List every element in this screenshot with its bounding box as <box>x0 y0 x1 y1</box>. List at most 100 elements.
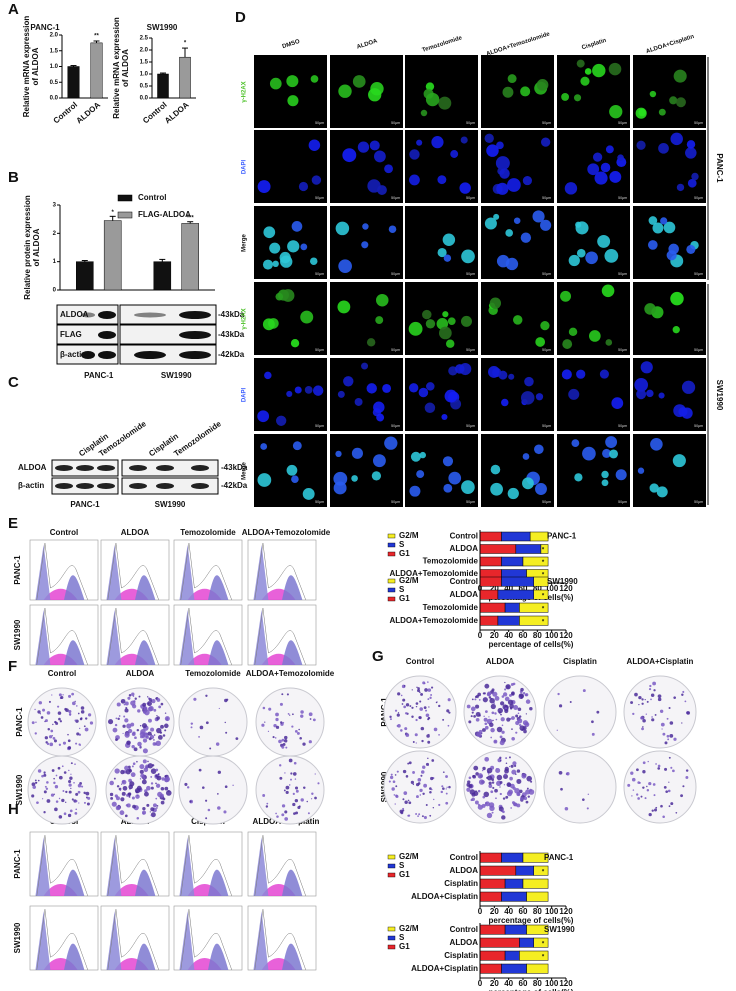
cell-nucleus <box>576 59 585 68</box>
colony <box>394 803 396 805</box>
colony <box>501 724 504 727</box>
colony <box>54 721 56 723</box>
microscopy-image <box>330 282 403 355</box>
colony <box>34 732 37 735</box>
chart-title: SW1990 <box>544 925 575 934</box>
y-tick-label: 2.5 <box>140 36 149 42</box>
colony <box>632 712 635 716</box>
colony <box>264 721 266 723</box>
column-label: Cisplatin <box>581 38 607 52</box>
colony <box>430 776 434 781</box>
cell-nucleus <box>669 96 678 105</box>
colony <box>410 780 414 784</box>
legend-swatch <box>387 935 396 941</box>
blot-band <box>97 465 115 471</box>
cell-nucleus <box>292 441 302 451</box>
colony <box>140 773 145 778</box>
colony <box>404 727 408 731</box>
colony <box>128 694 132 697</box>
cell-nucleus <box>445 339 455 348</box>
colony <box>556 729 558 731</box>
colony <box>651 716 653 718</box>
colony <box>427 757 429 760</box>
colony <box>511 692 515 696</box>
cell-nucleus <box>501 398 509 407</box>
histogram-g2 <box>135 575 156 600</box>
colony <box>156 804 159 807</box>
colony <box>152 803 157 808</box>
colony <box>487 773 490 775</box>
cell-nucleus <box>408 321 423 336</box>
colony <box>280 721 283 724</box>
colony <box>141 779 147 785</box>
colony <box>504 681 506 684</box>
colony <box>292 713 294 716</box>
x-tick-label: 80 <box>533 979 542 988</box>
histogram-g1 <box>35 544 51 600</box>
cell-nucleus <box>587 163 600 176</box>
cell-nucleus <box>338 259 352 273</box>
colony <box>416 795 419 799</box>
colony <box>627 783 631 787</box>
colony <box>665 790 669 794</box>
histogram-g1 <box>106 911 122 970</box>
colony <box>115 796 120 801</box>
colony <box>591 732 595 736</box>
histogram-fit <box>36 835 89 897</box>
colony <box>641 698 644 701</box>
colony <box>509 776 513 781</box>
colony <box>132 695 135 698</box>
scale-bar-label: 50μm <box>315 424 324 428</box>
colony <box>473 715 476 718</box>
colony <box>522 692 526 695</box>
colony <box>415 705 418 708</box>
cell-nucleus <box>592 63 606 78</box>
panel-letter: F <box>8 658 17 675</box>
colony <box>663 786 667 789</box>
cell-nucleus <box>333 481 347 495</box>
column-label: Control <box>50 528 78 537</box>
x-tick-label: Control <box>52 100 80 125</box>
cell-nucleus <box>441 413 448 421</box>
bar-segment <box>540 544 549 554</box>
cell-nucleus <box>499 168 510 179</box>
colony <box>147 731 152 736</box>
colony <box>190 722 194 725</box>
category-label: Control <box>450 925 478 934</box>
cell-nucleus <box>604 248 619 263</box>
colony <box>397 724 401 728</box>
chart-title: PANC-1 <box>547 532 577 541</box>
colony <box>186 786 190 789</box>
cell-nucleus <box>524 376 534 387</box>
colony <box>483 717 488 722</box>
colony <box>631 795 633 797</box>
bar-segment <box>519 602 549 613</box>
colony <box>235 737 239 741</box>
blot-band <box>55 465 73 471</box>
histogram-g1 <box>253 544 269 600</box>
colony <box>136 760 138 763</box>
colony <box>516 769 521 773</box>
colony <box>125 804 129 807</box>
colony <box>49 742 54 747</box>
colony <box>668 781 670 783</box>
x-tick-label: 120 <box>559 631 573 640</box>
colony <box>482 692 485 695</box>
bar-segment <box>504 602 520 613</box>
colony <box>232 784 234 787</box>
histogram-g2 <box>208 943 229 970</box>
blot-frame <box>119 304 217 325</box>
cell-nucleus <box>535 337 546 347</box>
colony <box>415 742 417 744</box>
colony <box>521 773 527 779</box>
cell-nucleus <box>343 376 354 387</box>
cell-nucleus <box>460 315 472 327</box>
colony <box>526 787 529 790</box>
histogram-fit <box>180 909 233 971</box>
scale-bar-label: 50μm <box>466 196 475 200</box>
cell-nucleus <box>286 390 293 397</box>
cell-nucleus <box>507 487 519 500</box>
colony <box>295 789 299 793</box>
x-tick-label: 60 <box>519 907 528 916</box>
cell-nucleus <box>652 222 664 234</box>
